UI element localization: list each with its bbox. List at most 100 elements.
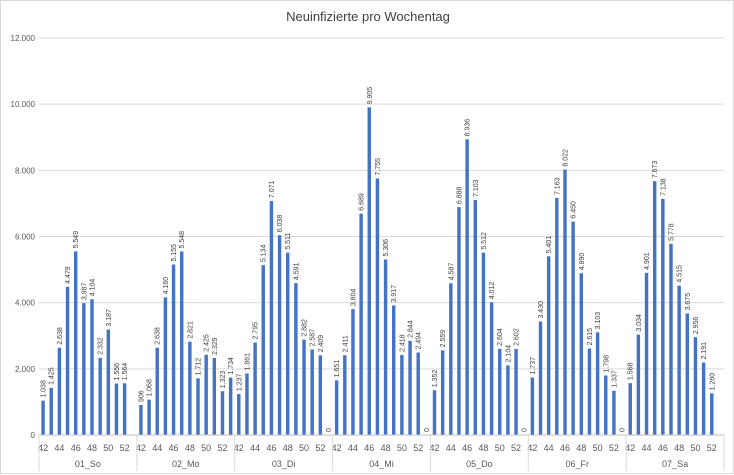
bar [179,251,184,435]
data-label: 7.103 [473,179,480,197]
bar [73,251,78,435]
data-label: 6.038 [277,215,284,233]
x-tick-label: 44 [54,443,64,453]
bar [302,339,306,435]
bar [473,200,477,435]
bar [685,313,690,435]
data-label: 7.673 [652,161,659,179]
bar [114,383,119,435]
data-label: 2.638 [57,327,64,345]
bar [408,340,412,435]
x-tick-label: 52 [413,443,423,453]
bar [294,283,298,435]
data-label: 1.337 [611,370,618,388]
data-label: 3.987 [81,282,88,300]
bar [253,342,257,435]
x-tick-label: 46 [658,443,668,453]
bar [212,357,217,435]
data-label: 2.615 [587,328,594,346]
bar [359,213,363,435]
data-label: 1.651 [334,360,341,378]
x-tick-label: 44 [642,443,652,453]
bar [245,373,249,435]
data-label: 1.068 [147,379,154,397]
y-axis-ticks: 0 2.000 4.000 6.000 8.000 10.000 12.000 [11,34,36,440]
data-label: 2.882 [302,319,309,337]
bar [571,221,575,435]
x-axis: 42 44 46 48 50 52 01_So 42 44 46 48 50 52 02_Mo 42 44 46… [38,434,725,471]
data-label: 1.568 [628,363,635,381]
group-label: 04_Mi [369,459,394,469]
bars [41,107,714,436]
x-tick-label: 48 [87,443,97,453]
data-label: 4.901 [644,252,651,270]
bar [204,354,208,435]
x-tick-label: 42 [136,443,146,453]
chart-title: Neuinfizierte pro Wochentag [286,9,450,24]
x-tick-label: 48 [576,443,586,453]
bar [98,357,102,435]
bar [530,377,535,435]
bar [351,309,355,435]
bar [555,198,559,435]
data-label: 7.138 [660,178,667,196]
data-label: 2.329 [212,337,219,355]
data-label: 2.425 [204,334,211,352]
x-tick-label: 52 [511,443,521,453]
data-label: 1.556 [114,363,121,381]
bar [196,378,200,435]
data-label: 1.038 [41,380,48,398]
bar [416,352,420,435]
bar [432,390,437,435]
data-label: 1.798 [603,355,610,373]
x-tick-label: 44 [152,443,162,453]
data-label: 8.022 [562,149,569,167]
bar [237,394,241,435]
data-label: 3.187 [106,309,113,327]
x-tick-label: 44 [250,443,260,453]
bar [383,259,388,435]
data-label: 2.191 [701,342,708,360]
x-tick-label: 48 [185,443,195,453]
group-label: 02_Mo [172,459,200,469]
data-label: 1.352 [432,370,439,388]
data-label: 4.515 [677,265,684,283]
data-label: 906 [138,390,145,402]
bar [498,348,502,435]
x-tick-label: 44 [446,443,456,453]
bar [310,349,314,435]
bar [106,329,111,435]
data-label: 0 [522,428,529,432]
data-label: 2.587 [310,329,317,347]
x-tick-label: 46 [560,443,570,453]
data-label: 5.778 [668,223,675,241]
bar [343,355,347,435]
bar [489,302,494,435]
bar [701,362,706,435]
x-tick-label: 46 [71,443,81,453]
bar [49,387,53,435]
data-label: 4.012 [489,282,496,300]
data-label: 7.071 [269,180,276,198]
bar [122,383,127,435]
data-label: 3.103 [595,312,602,330]
x-tick-label: 46 [169,443,179,453]
data-label: 3.917 [391,285,398,303]
x-tick-label: 48 [381,443,391,453]
data-label: 1.564 [122,363,129,381]
bar [595,332,600,435]
data-label: 2.411 [342,335,349,352]
data-label: 2.418 [399,334,406,352]
data-label: 1.323 [220,371,227,389]
bar [163,297,168,435]
data-label: 0 [620,428,627,432]
bar [41,400,45,435]
bar [514,348,518,435]
bar [171,264,176,435]
x-tick-label: 42 [332,443,342,453]
x-tick-label: 50 [495,443,505,453]
data-label: 1.737 [530,357,537,375]
bar [636,334,641,435]
